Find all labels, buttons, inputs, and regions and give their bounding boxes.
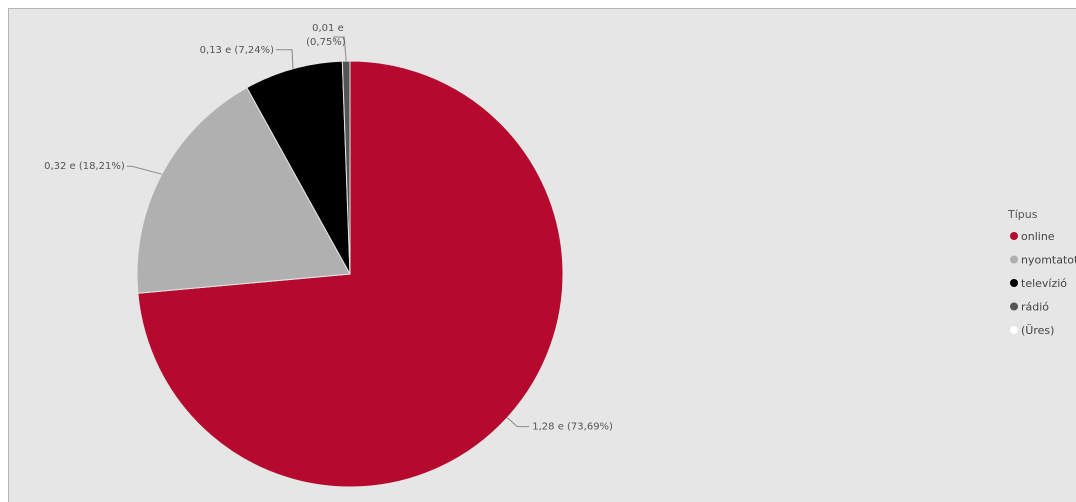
leader-line-online: [506, 417, 530, 428]
leader-line-radio: [333, 36, 347, 62]
leader-line-nyomtatott: [126, 165, 162, 175]
legend-marker: [1010, 255, 1018, 264]
legend-item-nyomtatott[interactable]: nyomtatott: [1010, 254, 1076, 267]
legend-marker: [1010, 302, 1018, 311]
legend: Típus online nyomtatott televízió rádió (Üre…: [1007, 208, 1076, 337]
pie-slice-nyomtatott[interactable]: [136, 86, 351, 294]
leader-line-televizio: [276, 49, 294, 69]
legend-item-rádió[interactable]: rádió: [1010, 301, 1049, 314]
data-label-televizio: 0,13 e (7,24%): [200, 45, 274, 56]
chart-frame: 1,28 e (73,69%) 0,32 e (18,21%) 0,13 e (7,…: [8, 8, 1076, 502]
data-labels: 1,28 e (73,69%) 0,32 e (18,21%) 0,13 e (7,…: [44, 23, 613, 433]
legend-marker: [1010, 326, 1018, 334]
legend-title: Típus: [1007, 208, 1038, 221]
legend-label: televízió: [1021, 277, 1067, 290]
pie-slice-rádió[interactable]: [341, 60, 351, 275]
legend-item-televízió[interactable]: televízió: [1010, 277, 1067, 290]
pie-slice-televízió[interactable]: [246, 60, 351, 275]
legend-label: online: [1021, 230, 1055, 243]
legend-marker: [1010, 279, 1018, 287]
pie-slices: [136, 60, 564, 488]
legend-label: rádió: [1021, 301, 1049, 314]
legend-item-online[interactable]: online: [1010, 230, 1055, 243]
legend-label: (Üres): [1021, 324, 1054, 337]
legend-marker: [1010, 232, 1018, 240]
pie-chart: 1,28 e (73,69%) 0,32 e (18,21%) 0,13 e (7,…: [44, 23, 1076, 488]
data-label-nyomtatott: 0,32 e (18,21%): [44, 161, 125, 172]
leader-lines: [126, 36, 530, 428]
legend-item-üres[interactable]: (Üres): [1010, 324, 1054, 337]
data-label-radio: 0,01 e (0,75%): [306, 23, 346, 48]
data-label-online: 1,28 e (73,69%): [532, 422, 613, 433]
legend-label: nyomtatott: [1021, 254, 1076, 267]
